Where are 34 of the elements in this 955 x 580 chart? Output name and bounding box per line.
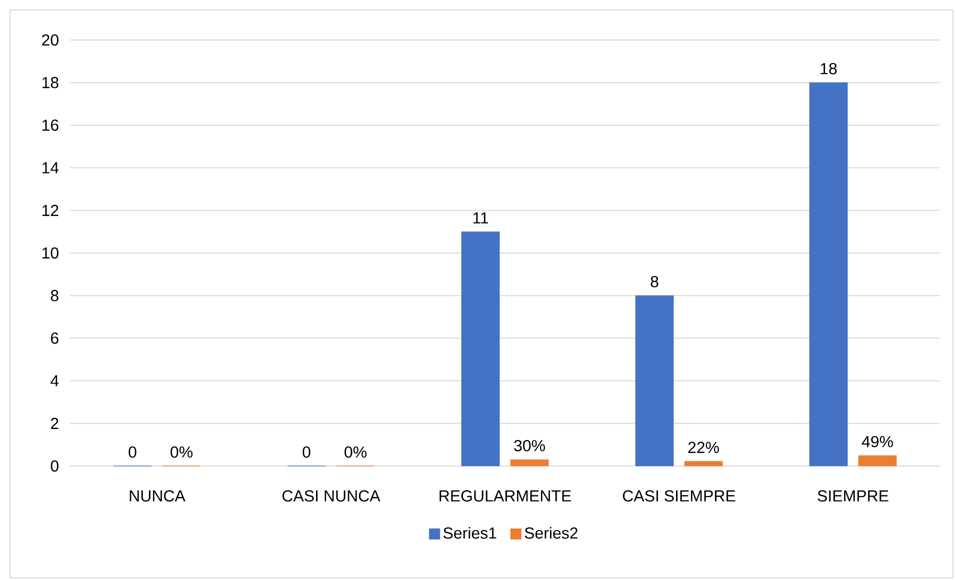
bar: [510, 459, 549, 466]
x-tick-label: CASI SIEMPRE: [622, 490, 736, 502]
y-tick-label: 10: [42, 247, 58, 259]
y-tick-label: 2: [50, 418, 58, 429]
y-tick-label: 16: [42, 120, 58, 131]
data-label: 8: [650, 276, 658, 288]
data-label: 49%: [862, 436, 893, 448]
y-tick-label: 18: [42, 76, 58, 88]
y-tick-label: 8: [50, 290, 58, 302]
y-tick-label: 0: [50, 460, 58, 472]
y-tick-label: 4: [50, 375, 59, 386]
data-label: 18: [820, 63, 837, 74]
legend-label: Series1: [443, 526, 496, 539]
y-tick-label: 14: [42, 162, 59, 174]
data-label: 11: [473, 212, 488, 224]
legend-label: Series2: [524, 526, 578, 539]
x-tick-label: REGULARMENTE: [440, 490, 571, 502]
bar: [858, 455, 897, 466]
data-label: 0: [128, 446, 136, 458]
x-tick-label: SIEMPRE: [818, 490, 888, 502]
bar: [635, 295, 674, 466]
y-tick-label: 20: [42, 34, 58, 46]
y-tick-label: 6: [50, 332, 58, 344]
x-tick-label: NUNCA: [130, 490, 186, 502]
y-tick-label: 12: [42, 204, 58, 216]
data-label: 0%: [170, 446, 193, 458]
data-label: 22%: [688, 442, 719, 454]
bar: [461, 231, 500, 466]
bar: [809, 82, 848, 466]
x-tick-label: CASI NUNCA: [282, 490, 380, 502]
data-label: 30%: [514, 440, 545, 452]
data-label: 0%: [344, 446, 366, 458]
data-label: 0: [302, 446, 310, 458]
bar: [684, 461, 723, 466]
